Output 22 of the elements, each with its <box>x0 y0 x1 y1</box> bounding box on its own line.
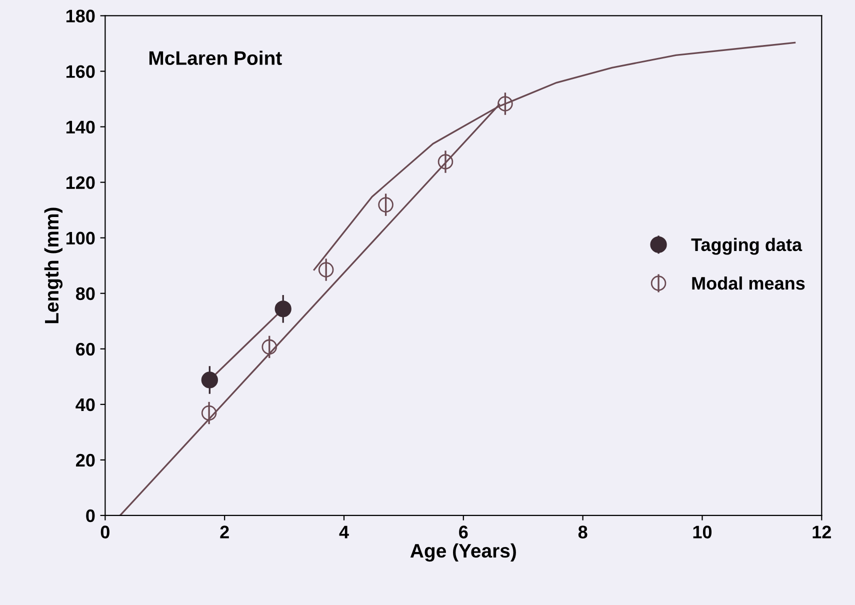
x-tick-label: 8 <box>578 526 588 538</box>
text: McLaren Point <box>149 50 282 65</box>
x-tick-label: 6 <box>459 526 468 538</box>
x-tick-label: 12 <box>812 526 831 538</box>
x-axis-title: Age (Years) <box>410 543 516 562</box>
legend-label: Tagging data <box>691 238 802 255</box>
x-tick-label: 0 <box>100 526 110 538</box>
y-tick-label: 20 <box>76 454 95 467</box>
y-axis-title: Length (mm) <box>44 208 63 324</box>
y-tick-label: 60 <box>76 342 95 356</box>
x-tick-label: 10 <box>693 526 712 538</box>
x-tick-label: 4 <box>339 526 349 538</box>
x-tick-label: 2 <box>220 526 229 538</box>
y-tick-label: 140 <box>66 120 95 134</box>
legend-label: Modal means <box>692 276 805 290</box>
y-tick-label: 180 <box>66 10 95 22</box>
y-tick-label: 80 <box>76 287 95 300</box>
y-tick-label: 120 <box>66 176 95 190</box>
y-tick-label: 0 <box>86 509 95 522</box>
y-tick-label: 160 <box>66 65 95 78</box>
y-tick-label: 40 <box>76 398 95 412</box>
y-tick-label: 100 <box>66 232 95 245</box>
